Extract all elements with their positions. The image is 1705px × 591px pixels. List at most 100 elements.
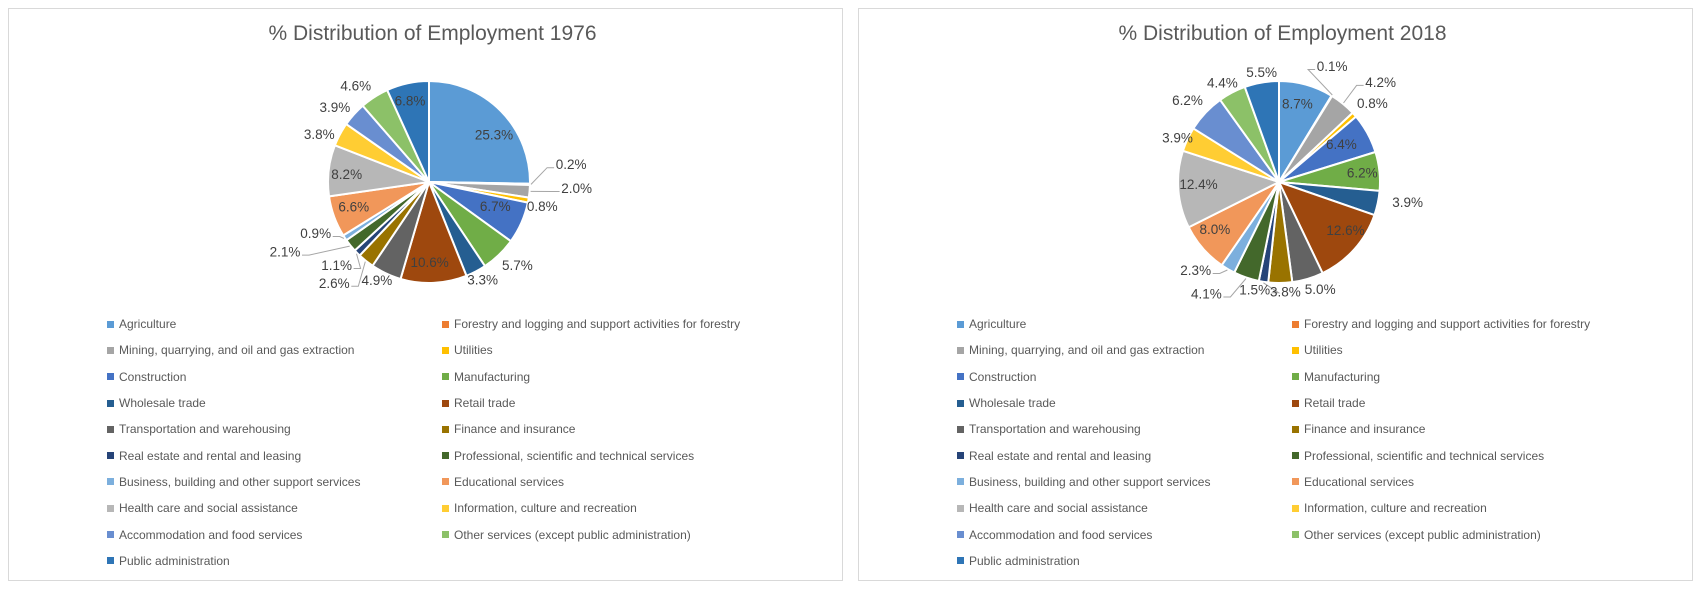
leader-line (353, 253, 362, 269)
data-label: 6.8% (395, 94, 426, 109)
legend-item: Construction (957, 364, 1292, 390)
legend-marker (957, 373, 964, 381)
legend-item: Educational services (1292, 469, 1682, 495)
legend-marker (107, 425, 114, 433)
leader-line (530, 167, 555, 185)
data-label: 3.3% (467, 273, 498, 288)
data-label: 6.7% (480, 199, 511, 214)
data-label: 3.8% (1270, 285, 1301, 300)
legend-label: Accommodation and food services (119, 527, 303, 542)
legend-item: Professional, scientific and technical s… (1292, 442, 1682, 468)
legend-label: Finance and insurance (454, 422, 576, 437)
data-label: 6.2% (1172, 93, 1203, 108)
legend-item: Forestry and logging and support activit… (1292, 311, 1682, 337)
legend-marker (1292, 320, 1299, 328)
legend-item: Information, culture and recreation (442, 495, 832, 521)
pie-slice (1243, 80, 1280, 183)
chart-title-2018: % Distribution of Employment 2018 (1118, 22, 1447, 45)
legend-marker (957, 452, 964, 460)
data-label: 4.4% (1207, 75, 1238, 90)
legend-item: Manufacturing (442, 364, 832, 390)
legend-item: Utilities (1292, 337, 1682, 363)
legend-item: Construction (107, 364, 442, 390)
pie-slice (1278, 181, 1376, 275)
legend-item: Retail trade (442, 390, 832, 416)
legend-item: Accommodation and food services (107, 521, 442, 547)
legend-label: Finance and insurance (1304, 422, 1426, 437)
legend-label: Real estate and rental and leasing (969, 448, 1152, 463)
legend-item: Real estate and rental and leasing (107, 442, 442, 468)
data-label: 3.8% (304, 127, 335, 142)
leader-line (1306, 69, 1333, 96)
chart-panel-1976: % Distribution of Employment 1976 25.3% 0… (8, 8, 843, 581)
chart-legend-2018: Agriculture Forestry and logging and supp… (957, 311, 1682, 574)
legend-marker (1292, 425, 1299, 433)
legend-item: Information, culture and recreation (1292, 495, 1682, 521)
legend-label: Real estate and rental and leasing (119, 448, 302, 463)
legend-label: Accommodation and food services (969, 527, 1153, 542)
legend-label: Agriculture (969, 317, 1027, 332)
legend-item: Agriculture (107, 311, 442, 337)
legend-label: Information, culture and recreation (1304, 501, 1487, 516)
data-label: 1.5% (1239, 282, 1270, 297)
legend-marker (442, 452, 449, 460)
legend-marker (957, 478, 964, 486)
legend-marker (442, 373, 449, 381)
legend-item: Professional, scientific and technical s… (442, 442, 832, 468)
data-label: 3.9% (1162, 131, 1193, 146)
legend-marker (957, 425, 964, 433)
leader-line (351, 261, 366, 287)
data-label: 8.0% (1200, 222, 1231, 237)
data-label: 2.1% (270, 245, 301, 260)
legend-item: Finance and insurance (442, 416, 832, 442)
data-label: 0.9% (300, 226, 331, 241)
chart-legend-1976: Agriculture Forestry and logging and supp… (107, 311, 832, 574)
data-label: 2.6% (319, 276, 350, 291)
legend-item: Business, building and other support ser… (107, 469, 442, 495)
legend-marker (107, 557, 114, 565)
legend-label: Educational services (454, 474, 565, 489)
leader-line (302, 245, 350, 256)
legend-item: Transportation and warehousing (107, 416, 442, 442)
legend-label: Construction (119, 369, 187, 384)
legend-item: Mining, quarrying, and oil and gas extra… (957, 337, 1292, 363)
legend-label: Business, building and other support ser… (119, 474, 361, 489)
legend-label: Business, building and other support ser… (969, 474, 1211, 489)
legend-label: Construction (969, 369, 1037, 384)
pie-slice (386, 80, 430, 183)
legend-item: Utilities (442, 337, 832, 363)
data-label: 8.7% (1282, 97, 1313, 112)
data-label: 6.2% (1347, 165, 1378, 180)
legend-marker (107, 452, 114, 460)
legend-marker (442, 425, 449, 433)
legend-marker (957, 557, 964, 565)
legend-label: Educational services (1304, 474, 1415, 489)
legend-item: Retail trade (1292, 390, 1682, 416)
legend-label: Wholesale trade (969, 396, 1056, 411)
data-label: 0.2% (556, 157, 587, 172)
pie-slice (399, 181, 468, 284)
legend-marker (107, 504, 114, 512)
legend-item: Other services (except public administra… (1292, 521, 1682, 547)
legend-label: Retail trade (1304, 396, 1366, 411)
pie-slice (1176, 149, 1280, 229)
data-label: 5.7% (502, 258, 533, 273)
legend-label: Transportation and warehousing (969, 422, 1141, 437)
leader-line (332, 236, 345, 239)
pie-chart-1976: 25.3% 0.2% 2.0%0.8% 6.7% 5.7% 3.3% 10.6% 4.9% 2.… (270, 78, 592, 291)
legend-label: Public administration (969, 553, 1080, 568)
legend-marker (957, 346, 964, 354)
legend-marker (442, 478, 449, 486)
legend-marker (442, 504, 449, 512)
legend-marker (107, 320, 114, 328)
legend-item: Health care and social assistance (107, 495, 442, 521)
legend-item: Manufacturing (1292, 364, 1682, 390)
legend-item: Accommodation and food services (957, 521, 1292, 547)
legend-marker (957, 504, 964, 512)
leader-line (1343, 84, 1364, 104)
data-label: 0.8% (527, 199, 558, 214)
legend-marker (957, 531, 964, 539)
data-label: 6.6% (338, 200, 369, 215)
data-label: 12.4% (1179, 177, 1217, 192)
data-label: 3.9% (320, 100, 351, 115)
